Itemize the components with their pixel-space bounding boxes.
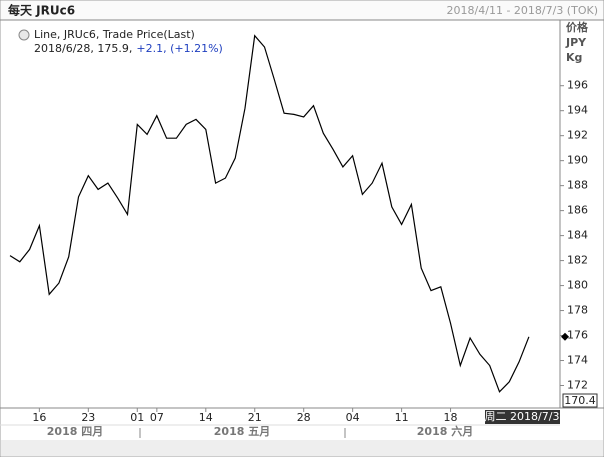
x-tick-label: 21 (248, 411, 262, 424)
x-tick-label: 11 (395, 411, 409, 424)
x-tick-label: 18 (444, 411, 458, 424)
y-tick-label: 184 (567, 229, 588, 242)
y-tick-label: 178 (567, 304, 588, 317)
price-line (9, 34, 530, 393)
x-tick-label: 23 (81, 411, 95, 424)
month-label: 2018 六月 (417, 424, 473, 438)
last-value-marker (561, 332, 569, 341)
x-tick-label: 28 (297, 411, 311, 424)
y-tick-label: 196 (567, 79, 588, 92)
y-tick-label: 194 (567, 104, 588, 117)
x-tick-label: 07 (150, 411, 164, 424)
x-tick-label: 04 (346, 411, 360, 424)
chart-title: 每天 JRUc6 (8, 3, 75, 18)
x-tick-label: 14 (199, 411, 213, 424)
y-tick-label: 190 (567, 154, 588, 167)
cursor-value: 170.4 (564, 394, 596, 407)
y-tick-label: 186 (567, 204, 588, 217)
legend-change: +2.1, (+1.21%) (136, 42, 222, 55)
y-tick-label: 192 (567, 129, 588, 142)
month-label: 2018 五月 (214, 425, 270, 438)
y-tick-label: 172 (567, 379, 588, 392)
y-tick-label: 188 (567, 179, 588, 192)
x-tick-label: 01 (130, 411, 144, 424)
month-label: 2018 四月 (47, 425, 103, 438)
x-tick-label: 16 (32, 411, 46, 424)
header (1, 1, 603, 20)
date-range: 2018/4/11 - 2018/7/3 (TOK) (447, 4, 598, 17)
y-tick-label: 176 (567, 329, 588, 342)
y-tick-label: 182 (567, 254, 588, 267)
legend-info: 2018/6/28, 175.9, (34, 42, 132, 55)
scroll-bar (1, 440, 603, 456)
y-axis-title: 价格 (566, 20, 589, 34)
cursor-value-box (562, 393, 598, 408)
y-axis-title: Kg (566, 51, 582, 64)
legend-icon[interactable] (18, 29, 30, 41)
y-axis-title: JPY (565, 36, 587, 49)
cursor-date: 周二 2018/7/3 (485, 410, 560, 423)
legend-series: Line, JRUc6, Trade Price(Last) (34, 28, 195, 41)
y-tick-label: 174 (567, 354, 588, 367)
y-tick-label: 180 (567, 279, 588, 292)
cursor-date-box (485, 410, 560, 424)
